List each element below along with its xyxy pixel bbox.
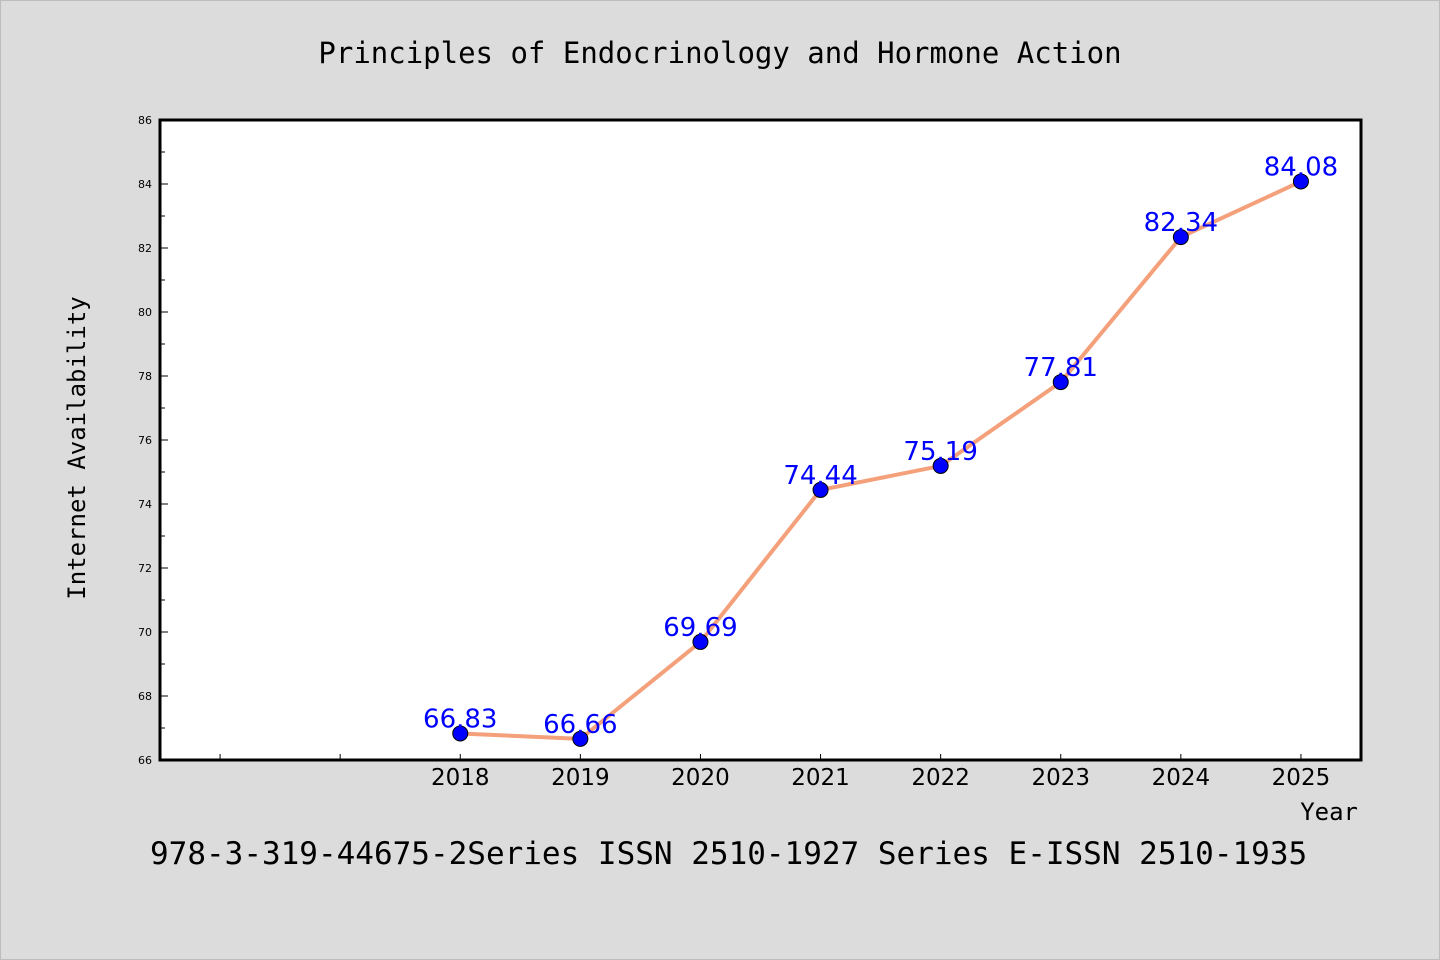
data-label: 74.44	[783, 461, 857, 491]
series-layer: 66.83 66.66 69.69 74.44 75.19 77.81 82.34 84.08	[423, 152, 1338, 747]
y-tick-label: 84	[138, 178, 152, 191]
data-label: 84.08	[1264, 152, 1338, 182]
y-tick-label: 68	[138, 690, 152, 703]
data-point	[932, 457, 949, 474]
data-label: 66.83	[423, 704, 497, 734]
y-tick-label: 70	[138, 626, 152, 639]
series-line	[460, 179, 1302, 741]
data-point	[692, 633, 709, 650]
data-label: 66.66	[543, 710, 617, 740]
chart-title: Principles of Endocrinology and Hormone …	[318, 36, 1121, 70]
plot-area	[160, 120, 1361, 760]
y-tick-label: 86	[138, 114, 152, 127]
x-tick-label: 2020	[671, 765, 730, 791]
x-tick-label: 2024	[1152, 765, 1211, 791]
data-point	[812, 481, 829, 498]
data-label: 69.69	[663, 613, 737, 643]
y-tick-label: 76	[138, 434, 152, 447]
y-tick-label: 82	[138, 242, 152, 255]
x-tick-label: 2022	[911, 765, 970, 791]
y-tick-label: 74	[138, 498, 152, 511]
ticks-layer: 66 68 70 72 74 76 78 80 82 84 86 2018 2019 2020 2021 20…	[138, 114, 1330, 791]
x-tick-label: 2019	[551, 765, 610, 791]
data-point	[452, 725, 469, 742]
x-tick-label: 2023	[1031, 765, 1090, 791]
data-point	[1052, 374, 1069, 391]
data-label: 77.81	[1024, 353, 1098, 383]
x-tick-label: 2021	[791, 765, 850, 791]
y-tick-label: 72	[138, 562, 152, 575]
y-tick-label: 78	[138, 370, 152, 383]
data-point	[572, 730, 589, 747]
y-tick-label: 80	[138, 306, 152, 319]
y-tick-label: 66	[138, 754, 152, 767]
y-axis-label: Internet Availability	[63, 296, 91, 599]
footer-text: 978-3-319-44675-2Series ISSN 2510-1927 S…	[150, 836, 1307, 872]
data-label: 82.34	[1144, 208, 1218, 238]
x-axis-label: Year	[1300, 798, 1358, 826]
data-point	[1292, 173, 1309, 190]
data-point	[1172, 229, 1189, 246]
plot-border	[158, 118, 1363, 762]
x-tick-label: 2018	[431, 765, 490, 791]
x-tick-label: 2025	[1272, 765, 1331, 791]
data-label: 75.19	[903, 437, 977, 467]
